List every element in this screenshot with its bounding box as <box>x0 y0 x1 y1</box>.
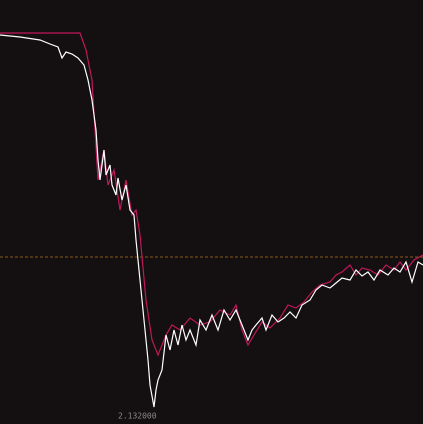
series-line <box>0 34 423 408</box>
min-label: 2.132000 <box>118 412 157 421</box>
